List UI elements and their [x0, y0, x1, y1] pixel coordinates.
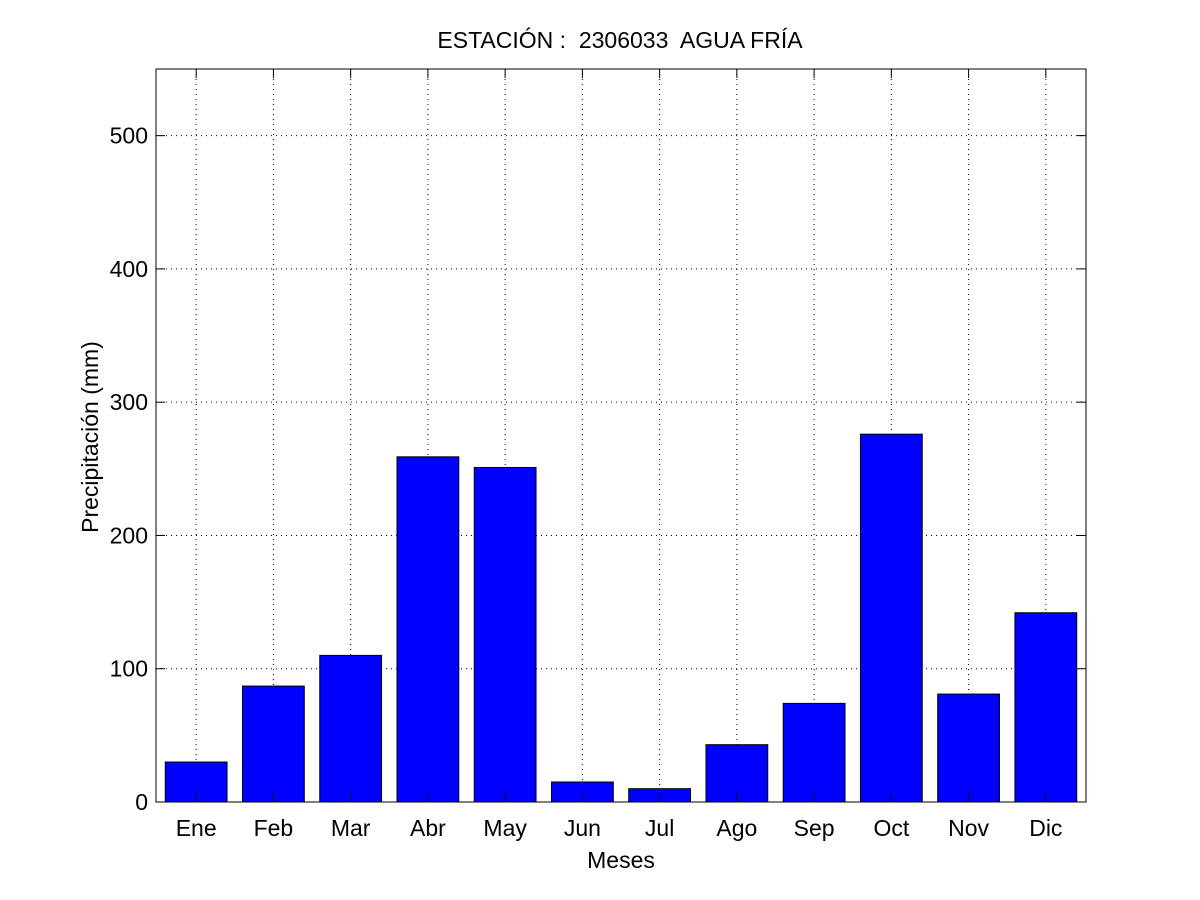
plot-area	[156, 69, 1086, 802]
y-axis-label: Precipitación (mm)	[77, 341, 103, 533]
x-tick-label: Oct	[873, 815, 909, 841]
x-tick-label: May	[483, 815, 527, 841]
chart-title: ESTACIÓN : 2306033 AGUA FRÍA	[437, 27, 803, 53]
bar-mar	[319, 654, 383, 803]
y-tick-label: 200	[110, 522, 148, 548]
bar-feb	[242, 685, 305, 803]
x-tick-label: Ago	[716, 815, 757, 841]
y-tick-label: 500	[110, 123, 148, 149]
x-tick-label: Ene	[176, 815, 217, 841]
bar-may	[473, 466, 537, 803]
x-tick-label: Sep	[794, 815, 835, 841]
y-tick-label: 400	[110, 256, 148, 282]
x-tick-label: Jun	[564, 815, 601, 841]
x-tick-label: Nov	[948, 815, 989, 841]
axes-frame	[155, 68, 1087, 803]
bar-nov	[937, 693, 1000, 803]
y-tick-label: 100	[110, 656, 148, 682]
bar-dic	[1014, 612, 1078, 803]
y-tick-label: 300	[110, 389, 148, 415]
y-tick-labels: 0 100 200 300 400 500	[110, 123, 148, 815]
y-tick-label: 0	[135, 789, 148, 815]
tick-marks	[156, 69, 1086, 803]
bar-abr	[396, 456, 460, 803]
x-tick-label: Feb	[254, 815, 294, 841]
x-tick-labels: Ene Feb Mar Abr May Jun Jul Ago Sep Oct Nov Dic	[176, 815, 1063, 841]
bar-sep	[782, 702, 846, 803]
x-tick-label: Jul	[645, 815, 674, 841]
x-tick-label: Mar	[331, 815, 371, 841]
x-tick-label: Dic	[1029, 815, 1062, 841]
x-axis-label: Meses	[587, 847, 655, 873]
x-tick-label: Abr	[410, 815, 446, 841]
bars	[164, 433, 1078, 803]
bar-oct	[859, 433, 923, 803]
